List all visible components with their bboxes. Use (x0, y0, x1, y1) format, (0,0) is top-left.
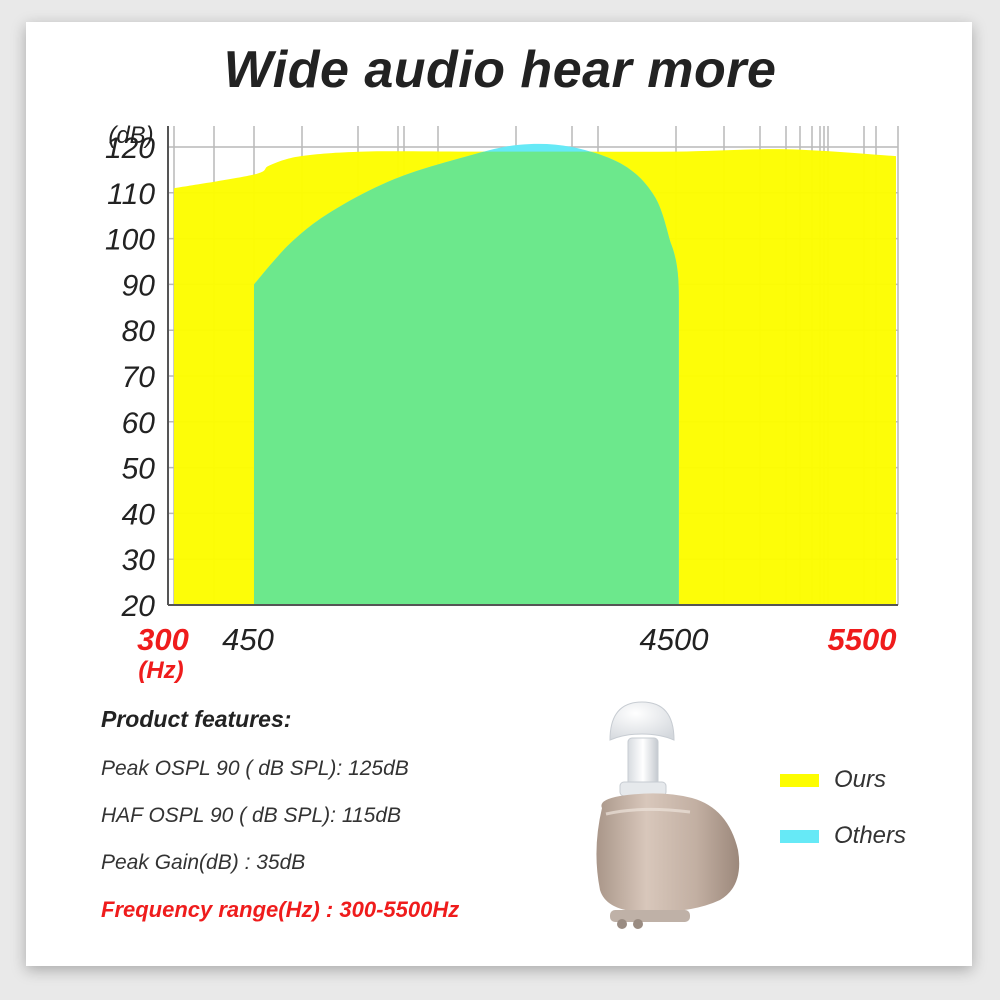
x-axis-unit: (Hz) (138, 657, 183, 684)
legend-item-ours: Ours (780, 752, 906, 808)
y-tick-label: 70 (122, 361, 156, 394)
x-tick-label: 5500 (828, 622, 897, 657)
legend-label-ours: Ours (834, 766, 887, 793)
x-tick-label: 300 (137, 622, 189, 657)
y-tick-label: 40 (122, 498, 156, 531)
area-overlap (254, 149, 679, 605)
chart-axes (167, 126, 898, 606)
y-tick-label: 50 (122, 453, 156, 486)
y-tick-label: 30 (122, 544, 156, 577)
legend-item-others: Others (780, 808, 906, 864)
legend-swatch-others (780, 829, 819, 843)
y-tick-label: 80 (122, 315, 156, 348)
y-tick-label: 120 (105, 132, 155, 165)
feature-peak-gain: Peak Gain(dB) : 35dB (101, 851, 306, 874)
x-tick-label: 450 (222, 622, 274, 657)
feature-haf-ospl: HAF OSPL 90 ( dB SPL): 115dB (101, 804, 401, 827)
y-tick-label: 60 (122, 407, 156, 440)
product-features: Product features: Peak OSPL 90 ( dB SPL)… (101, 706, 459, 945)
legend-label-others: Others (834, 822, 907, 849)
x-tick-label: 4500 (640, 622, 709, 657)
hearing-aid-image (596, 701, 740, 929)
chart-areas (174, 143, 896, 606)
y-axis-unit: (dB) (108, 122, 153, 149)
page-title: Wide audio hear more (223, 41, 777, 99)
legend-swatch-ours (780, 773, 819, 787)
y-tick-label: 100 (105, 224, 155, 257)
features-heading: Product features: (101, 706, 292, 732)
y-tick-label: 110 (107, 178, 155, 211)
y-tick-label: 90 (122, 269, 156, 302)
feature-frequency-range: Frequency range(Hz) : 300-5500Hz (101, 897, 460, 922)
chart-legend: Ours Others (780, 752, 906, 864)
feature-peak-ospl: Peak OSPL 90 ( dB SPL): 125dB (101, 757, 409, 780)
y-tick-label: 20 (121, 590, 156, 623)
